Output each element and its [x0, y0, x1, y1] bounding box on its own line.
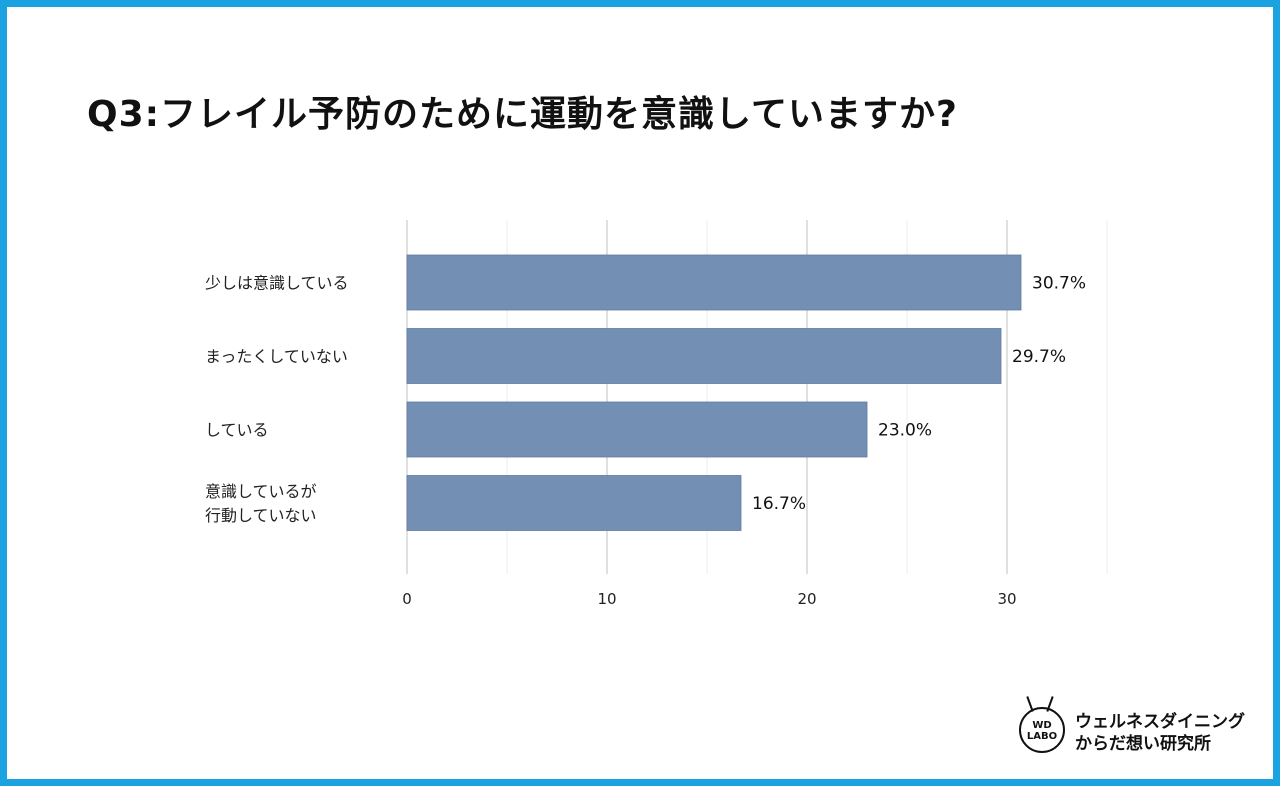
bar	[406, 475, 742, 531]
category-label: 行動していない	[205, 506, 317, 525]
value-label: 16.7%	[752, 494, 806, 514]
bar	[406, 401, 868, 458]
chart-title: Q3:フレイル予防のために運動を意識していますか?	[87, 94, 958, 135]
logo-line-2: LABO	[1026, 731, 1058, 742]
brand-name: ウェルネスダイニング からだ想い研究所	[1075, 711, 1245, 755]
x-tick-label: 30	[997, 590, 1016, 608]
category-label: 意識しているが	[205, 482, 317, 501]
bar-chart: 0 10 20 30 少しは意識している 30.7% まったくしていない 29.7% している 2…	[205, 220, 1108, 608]
x-tick-label: 20	[797, 590, 816, 608]
value-label: 30.7%	[1032, 274, 1086, 294]
brand-name-line-2: からだ想い研究所	[1075, 734, 1211, 754]
category-label: している	[205, 421, 269, 440]
bar	[406, 328, 1002, 384]
category-label: まったくしていない	[205, 347, 348, 366]
wd-labo-logo: WD LABO	[1019, 696, 1065, 753]
logo-line-1: WD	[1032, 720, 1052, 731]
x-tick-label: 0	[402, 590, 412, 608]
brand-block: WD LABO ウェルネスダイニング からだ想い研究所	[1019, 693, 1259, 763]
x-tick-label: 10	[597, 590, 616, 608]
bar	[406, 254, 1022, 311]
brand-name-line-1: ウェルネスダイニング	[1075, 712, 1245, 732]
value-label: 29.7%	[1012, 347, 1066, 367]
value-label: 23.0%	[878, 421, 932, 441]
category-label: 少しは意識している	[205, 274, 349, 293]
